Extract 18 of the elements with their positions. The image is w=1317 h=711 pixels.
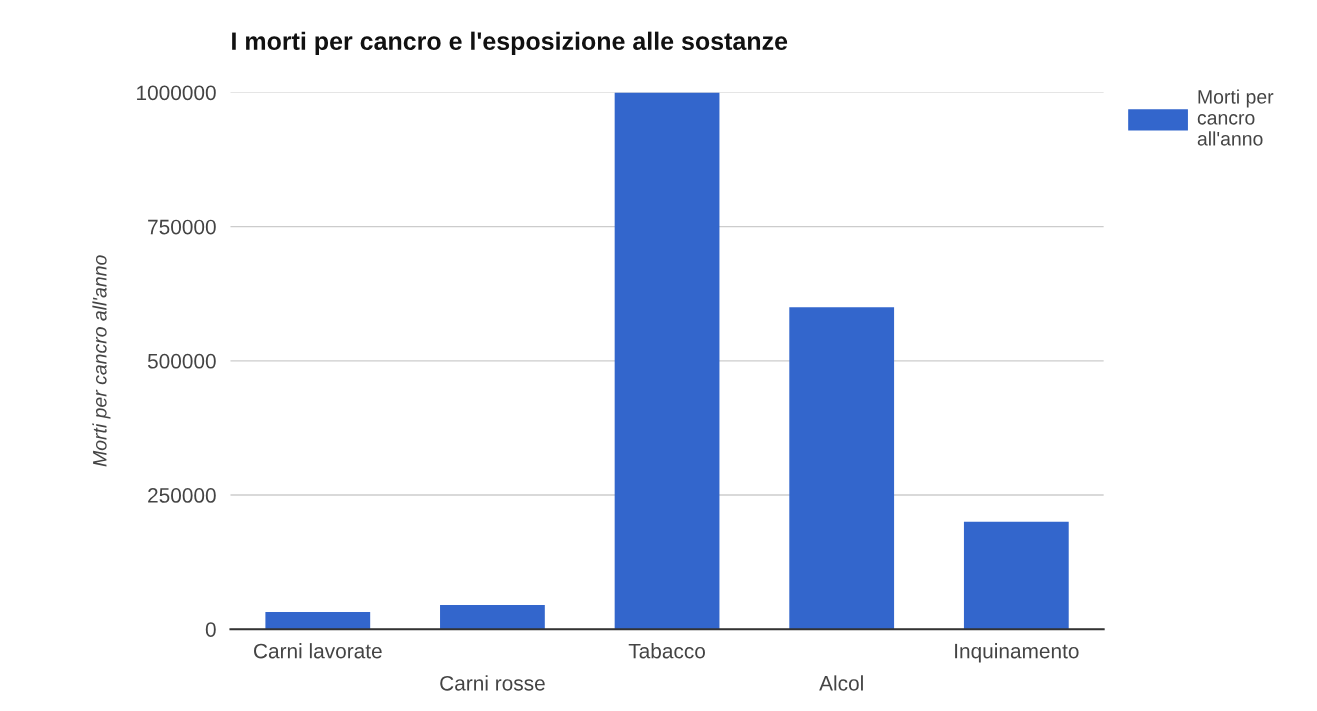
- x-tick-label: Carni rosse: [440, 675, 545, 691]
- y-tick-label: 250000: [148, 488, 216, 503]
- chart-title: I morti per cancro e l'esposizione alle sostanze: [232, 31, 788, 55]
- legend-label: Morti per cancro all'anno: [1197, 89, 1274, 146]
- x-tick-label: Carni lavorate: [254, 643, 382, 659]
- x-tick-label: Alcol: [819, 675, 863, 691]
- x-tick-label: Tabacco: [628, 643, 705, 659]
- y-tick-label: 0: [205, 622, 216, 637]
- y-tick-label: 1000000: [137, 85, 216, 101]
- bar: [614, 92, 720, 630]
- bar: [963, 521, 1069, 630]
- bar: [265, 612, 371, 630]
- x-tick-label: Inquinamento: [955, 643, 1079, 663]
- bar: [440, 605, 545, 630]
- y-axis-title: Morti per cancro all'anno: [92, 255, 111, 467]
- bar: [789, 307, 895, 630]
- y-tick-label: 750000: [148, 219, 216, 235]
- y-tick-label: 500000: [147, 353, 216, 369]
